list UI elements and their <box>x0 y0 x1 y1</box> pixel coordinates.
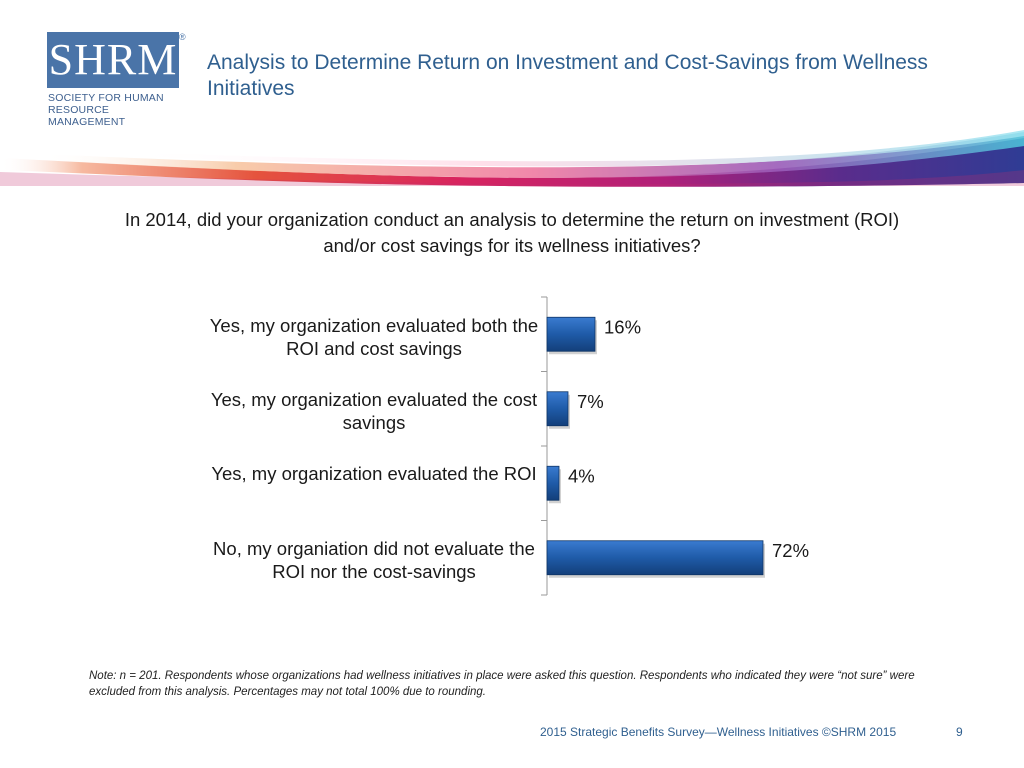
bar <box>546 465 560 501</box>
bar <box>546 391 569 427</box>
slide-title: Analysis to Determine Return on Investme… <box>207 51 928 100</box>
category-label: No, my organiation did not evaluate the … <box>213 538 535 582</box>
shrm-logo: SHRM ® Society for Human Resource Manage… <box>47 32 186 128</box>
survey-question: In 2014, did your organization conduct a… <box>124 209 900 256</box>
logo-subtitle-line2: Resource Management <box>48 104 126 128</box>
page-number: 9 <box>956 725 963 739</box>
category-label: Yes, my organization evaluated the ROI <box>211 463 537 484</box>
registered-mark: ® <box>179 32 186 42</box>
category-label: Yes, my organization evaluated both the … <box>209 315 539 359</box>
category-label: Yes, my organization evaluated the cost … <box>210 389 538 433</box>
bar-chart: 16% 7% 4% 72% <box>541 296 809 596</box>
bar-value-label: 7% <box>577 391 604 412</box>
bar-value-label: 16% <box>604 316 641 337</box>
footer-source: 2015 Strategic Benefits Survey—Wellness … <box>540 725 897 739</box>
logo-subtitle-line1: Society for Human <box>48 92 164 104</box>
logo-wordmark: SHRM <box>47 32 179 88</box>
bar <box>546 316 596 352</box>
bar-value-label: 72% <box>772 540 809 561</box>
footnote: Note: n = 201. Respondents whose organiz… <box>89 670 915 698</box>
bar <box>546 540 764 576</box>
logo-subtitle: Society for Human Resource Management <box>48 92 184 128</box>
decorative-swoosh-banner <box>0 130 1024 187</box>
bar-value-label: 4% <box>568 465 595 486</box>
